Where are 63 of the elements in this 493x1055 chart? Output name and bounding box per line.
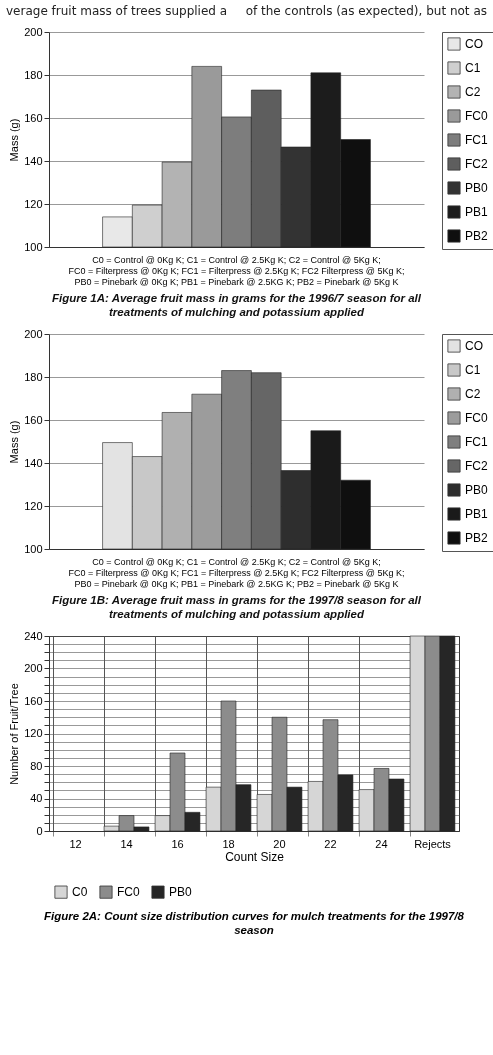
y-tick-label: 160 (24, 694, 43, 707)
legend-label: C0 (72, 885, 88, 900)
y-tick-label: 120 (24, 499, 43, 512)
legend-label: C1 (465, 363, 481, 377)
legend-label: CO (465, 339, 483, 353)
legend-label: FC2 (465, 157, 488, 171)
legend-label: PB2 (465, 531, 489, 545)
legend-label: C2 (465, 387, 481, 401)
y-tick-label: 240 (24, 629, 43, 642)
x-tick-label: 14 (120, 837, 133, 850)
y-tick-label: 100 (24, 542, 43, 555)
legend-label: FC2 (465, 459, 488, 473)
y-tick-label: 200 (24, 327, 43, 340)
text: of the controls (as expected), but not as (245, 4, 487, 18)
x-tick-label: 18 (222, 837, 235, 850)
legend-label: PB1 (465, 205, 489, 219)
legend-label: PB2 (465, 229, 489, 243)
y-tick-label: 120 (24, 197, 43, 210)
text: PB0 = Pinebark @ 0Kg K; PB1 = Pinebark @ 2.5KG K; PB2 = Pinebark @ 5Kg K (74, 277, 399, 287)
y-tick-label: 80 (30, 759, 43, 772)
text: PB0 = Pinebark @ 0Kg K; PB1 = Pinebark @ 2.5KG K; PB2 = Pinebark @ 5Kg K (74, 579, 399, 589)
x-tick-label: 12 (69, 837, 82, 850)
legend-label: C1 (465, 61, 481, 75)
text: FC0 = Filterpress @ 0Kg K; FC1 = Filterpress @ 2.5Kg K; FC2 Filterpress @ 5Kg K; (68, 266, 405, 276)
y-tick-label: 100 (24, 240, 43, 253)
legend-label: CO (465, 37, 483, 51)
legend-label: PB0 (465, 483, 489, 497)
text: verage fruit mass of trees supplied a (6, 4, 228, 18)
y-tick-label: 160 (24, 413, 43, 426)
legend-label: FC0 (465, 411, 488, 425)
y-tick-label: 0 (36, 824, 43, 837)
y-tick-label: 140 (24, 456, 43, 469)
y-tick-label: 180 (24, 370, 43, 383)
legend-label: FC0 (117, 885, 140, 900)
y-tick-label: 120 (24, 727, 43, 739)
y-tick-label: 200 (24, 25, 43, 38)
legend-label: FC1 (465, 133, 488, 147)
legend-label: PB1 (465, 507, 489, 521)
x-tick-label: 16 (171, 837, 184, 850)
x-tick-label: 22 (324, 837, 337, 850)
text: Figure 1B: Average fruit mass in grams for the 1997/8 season for all treatments of mulching and potassium applied (52, 594, 422, 620)
x-tick-label: 24 (375, 837, 388, 850)
y-axis-title: Mass (g) (8, 420, 21, 464)
text: Figure 1A: Average fruit mass in grams for the 1996/7 season for all treatments of mulching and potassium applied (52, 292, 422, 318)
y-axis-title: Number of Fruit/Tree (8, 683, 21, 785)
legend-label: PB0 (465, 181, 489, 195)
y-tick-label: 200 (24, 662, 43, 674)
text: FC0 = Filterpress @ 0Kg K; FC1 = Filterpress @ 2.5Kg K; FC2 Filterpress @ 5Kg K; (68, 568, 405, 578)
text: C0 = Control @ 0Kg K; C1 = Control @ 2.5Kg K; C2 = Control @ 5Kg K; (92, 255, 381, 265)
y-tick-label: 160 (24, 111, 43, 124)
text: Figure 2A: Count size distribution curves for mulch treatments for the 1997/8 season (44, 910, 465, 936)
x-tick-label: 20 (273, 837, 286, 850)
legend-label: FC1 (465, 435, 488, 449)
legend-label: FC0 (465, 109, 488, 123)
legend-label: C2 (465, 85, 481, 99)
y-axis-title: Mass (g) (8, 118, 21, 162)
y-tick-label: 140 (24, 154, 43, 167)
text: C0 = Control @ 0Kg K; C1 = Control @ 2.5Kg K; C2 = Control @ 5Kg K; (92, 557, 381, 567)
x-tick-label: Rejects (414, 837, 452, 850)
x-axis-title: Count Size (225, 849, 285, 864)
y-tick-label: 40 (30, 792, 43, 804)
legend-label: PB0 (169, 885, 193, 900)
y-tick-label: 180 (24, 68, 43, 81)
